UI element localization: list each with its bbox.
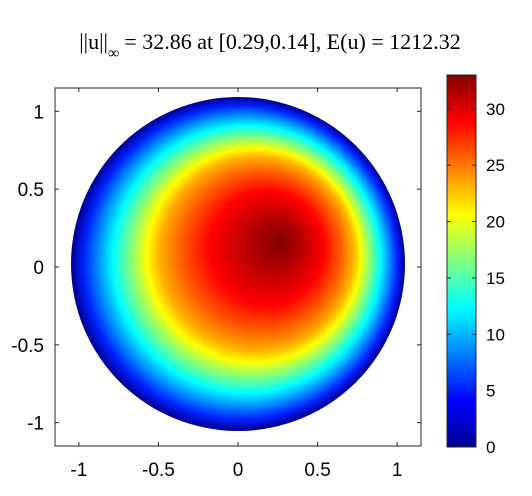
y-tick-label: -0.5 bbox=[11, 336, 44, 357]
title-norm: ||u|| bbox=[79, 29, 108, 54]
colorbar-tick-label: 25 bbox=[486, 156, 505, 175]
x-tick-label: 0 bbox=[233, 460, 244, 481]
title-norm-subscript: ∞ bbox=[108, 45, 119, 62]
x-tick-label: 0.5 bbox=[304, 460, 330, 481]
y-tick-label: -1 bbox=[27, 414, 44, 435]
colorbar bbox=[446, 74, 477, 448]
x-tick-label: -1 bbox=[70, 460, 87, 481]
y-tick-label: 0 bbox=[33, 258, 44, 279]
colorbar-tick-label: 20 bbox=[486, 213, 505, 232]
x-tick-label: 1 bbox=[392, 460, 403, 481]
chart-title: ||u||∞ = 32.86 at [0.29,0.14], E(u) = 121… bbox=[79, 29, 460, 62]
colorbar-tick-label: 10 bbox=[486, 325, 505, 344]
colorbar-axis: 30 25 20 15 10 5 0 bbox=[447, 100, 505, 457]
colorbar-tick-label: 15 bbox=[486, 269, 505, 288]
x-tick-label: -0.5 bbox=[142, 460, 175, 481]
colorbar-tick-label: 30 bbox=[486, 100, 505, 119]
title-rest: = 32.86 at [0.29,0.14], E(u) = 1212.32 bbox=[124, 29, 460, 54]
colorbar-tick-label: 5 bbox=[486, 382, 495, 401]
solution-disk bbox=[71, 97, 405, 431]
y-tick-label: 0.5 bbox=[18, 180, 44, 201]
y-axis: 1 0.5 0 -0.5 -1 bbox=[11, 102, 421, 435]
y-tick-label: 1 bbox=[33, 102, 44, 123]
x-axis: -1 -0.5 0 0.5 1 bbox=[70, 88, 402, 481]
colorbar-tick-label: 0 bbox=[486, 438, 495, 457]
